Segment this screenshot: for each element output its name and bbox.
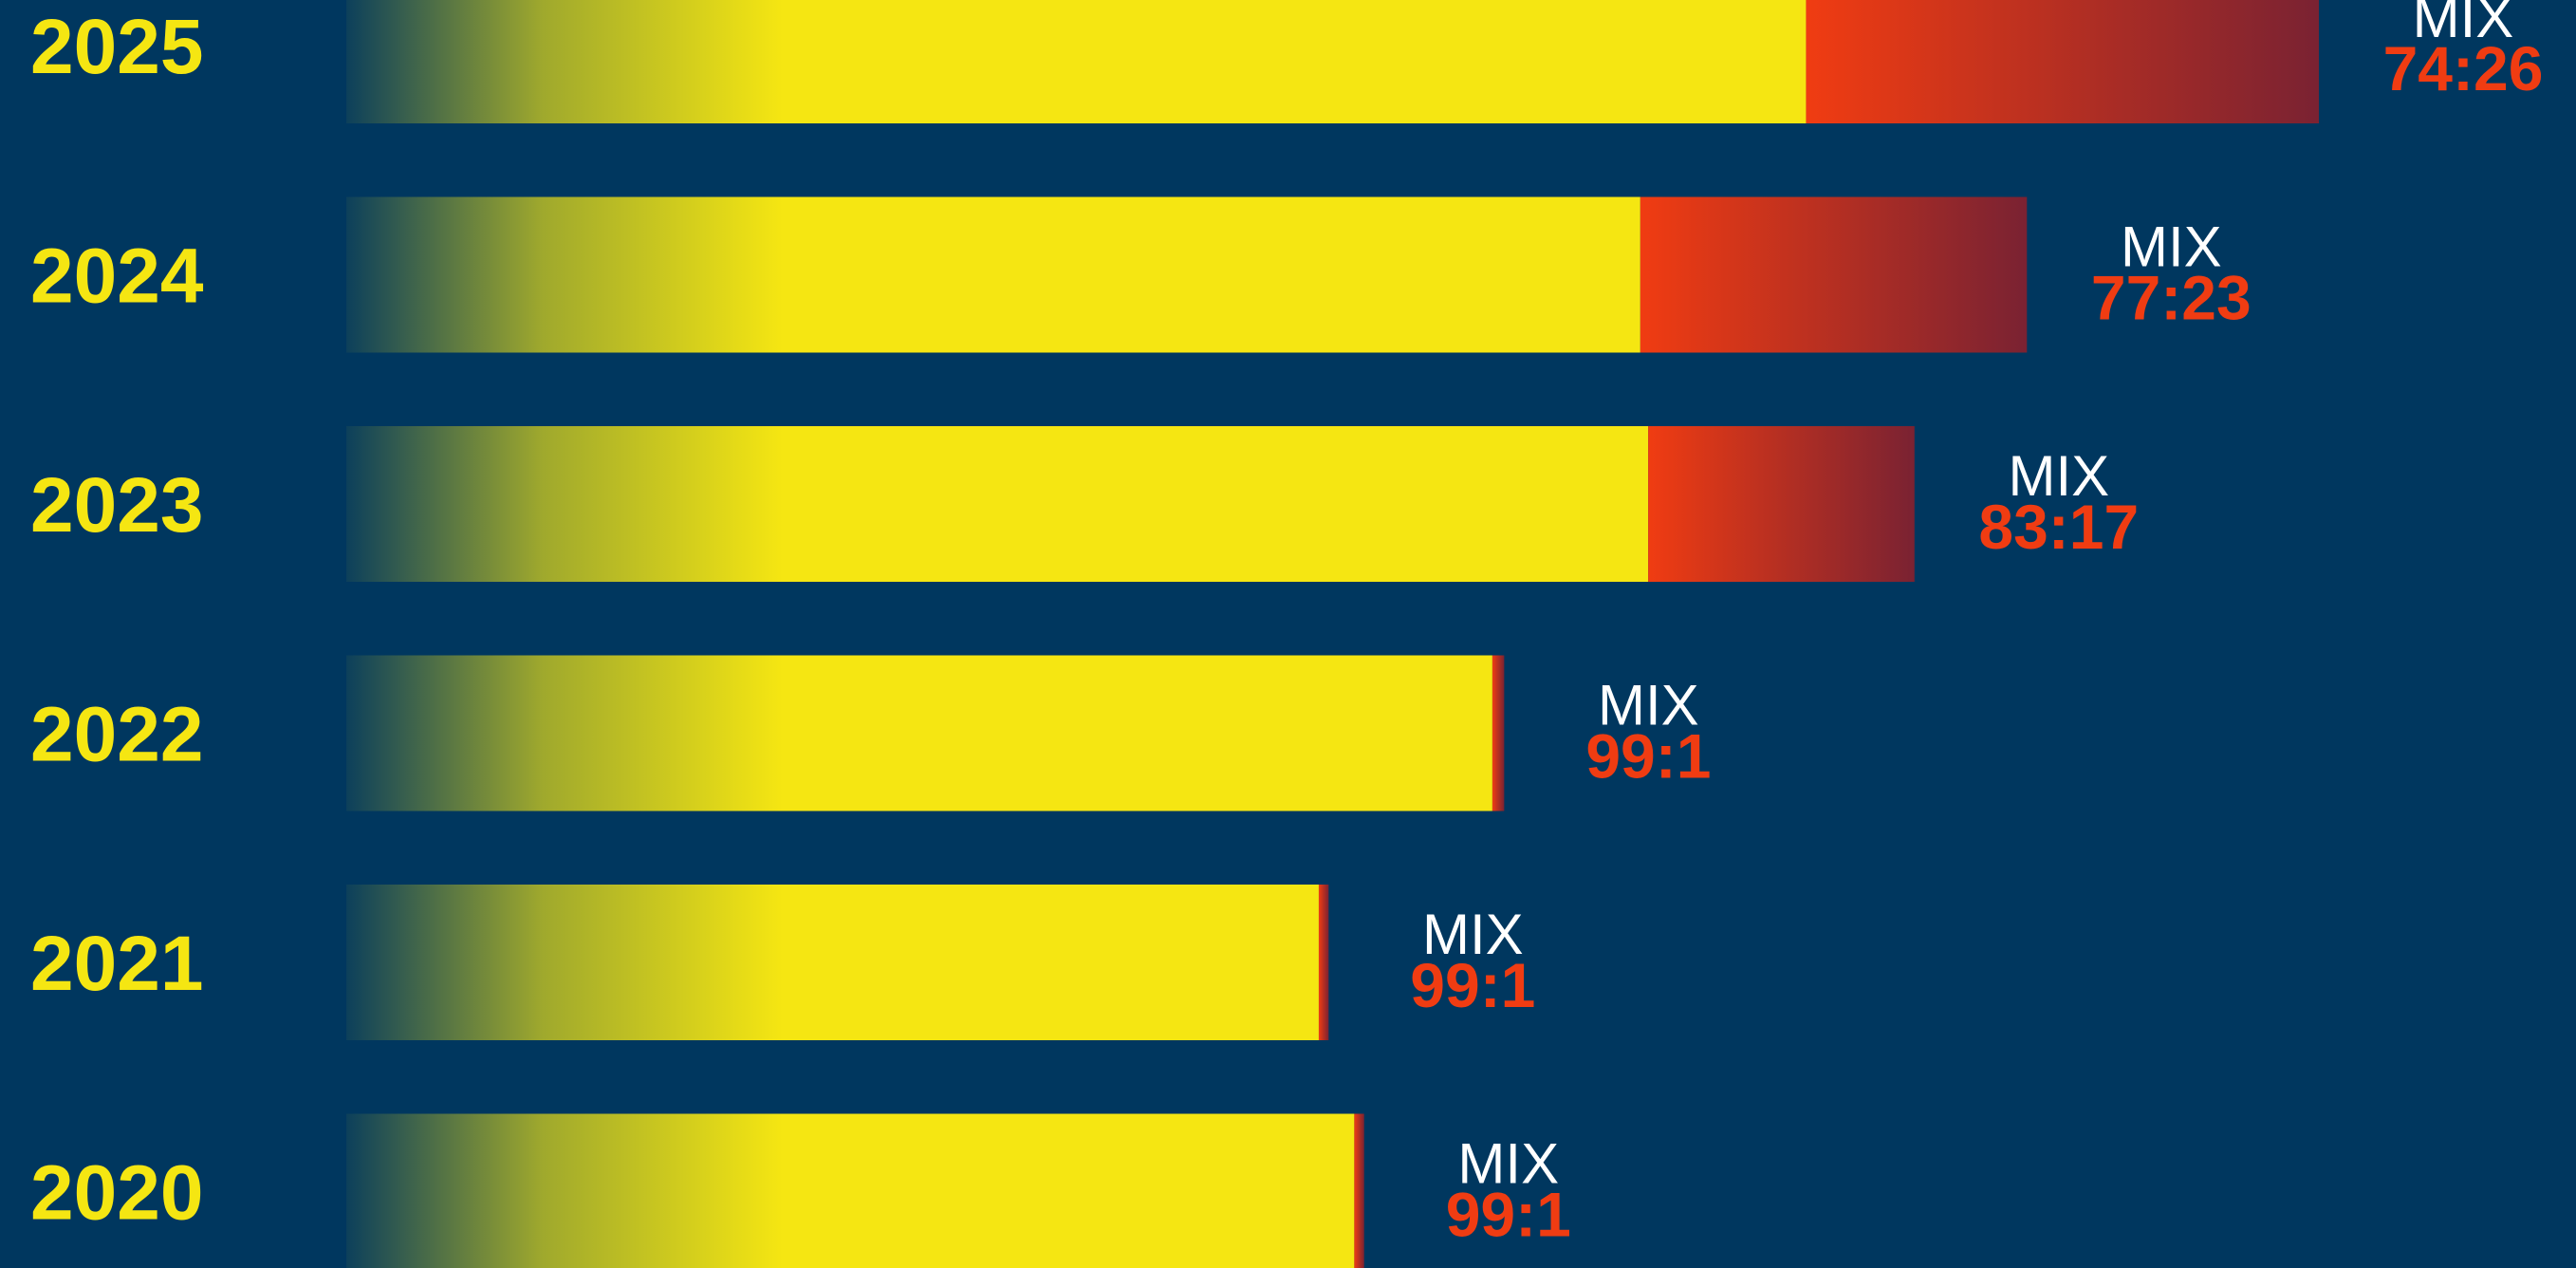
ratio-label-2021: 99:1 <box>1410 950 1535 1020</box>
bar-fade-overlay-2023 <box>346 426 783 582</box>
bar-fade-overlay-2024 <box>346 197 783 353</box>
bar-secondary-segment-2020 <box>1354 1114 1363 1268</box>
year-label-2025: 2025 <box>30 4 203 90</box>
bar-fade-overlay-2020 <box>346 1114 783 1268</box>
bar-secondary-segment-2021 <box>1319 885 1328 1040</box>
bar-fade-overlay-2021 <box>346 885 783 1040</box>
ratio-label-2025: 74:26 <box>2383 33 2544 103</box>
bar-fade-overlay-2025 <box>346 0 783 123</box>
ratio-label-2023: 83:17 <box>1978 492 2139 562</box>
ratio-label-2020: 99:1 <box>1446 1180 1571 1250</box>
year-label-2021: 2021 <box>30 921 203 1007</box>
year-label-2022: 2022 <box>30 692 203 778</box>
bar-secondary-segment-2022 <box>1492 656 1504 811</box>
year-label-2024: 2024 <box>30 233 204 320</box>
bar-secondary-segment-2025 <box>1806 0 2319 123</box>
ratio-label-2022: 99:1 <box>1585 721 1711 792</box>
year-label-2023: 2023 <box>30 462 203 549</box>
ratio-label-2024: 77:23 <box>2091 263 2252 333</box>
bar-secondary-segment-2023 <box>1648 426 1915 582</box>
bar-secondary-segment-2024 <box>1640 197 2027 353</box>
bar-fade-overlay-2022 <box>346 656 783 811</box>
year-label-2020: 2020 <box>30 1150 203 1237</box>
